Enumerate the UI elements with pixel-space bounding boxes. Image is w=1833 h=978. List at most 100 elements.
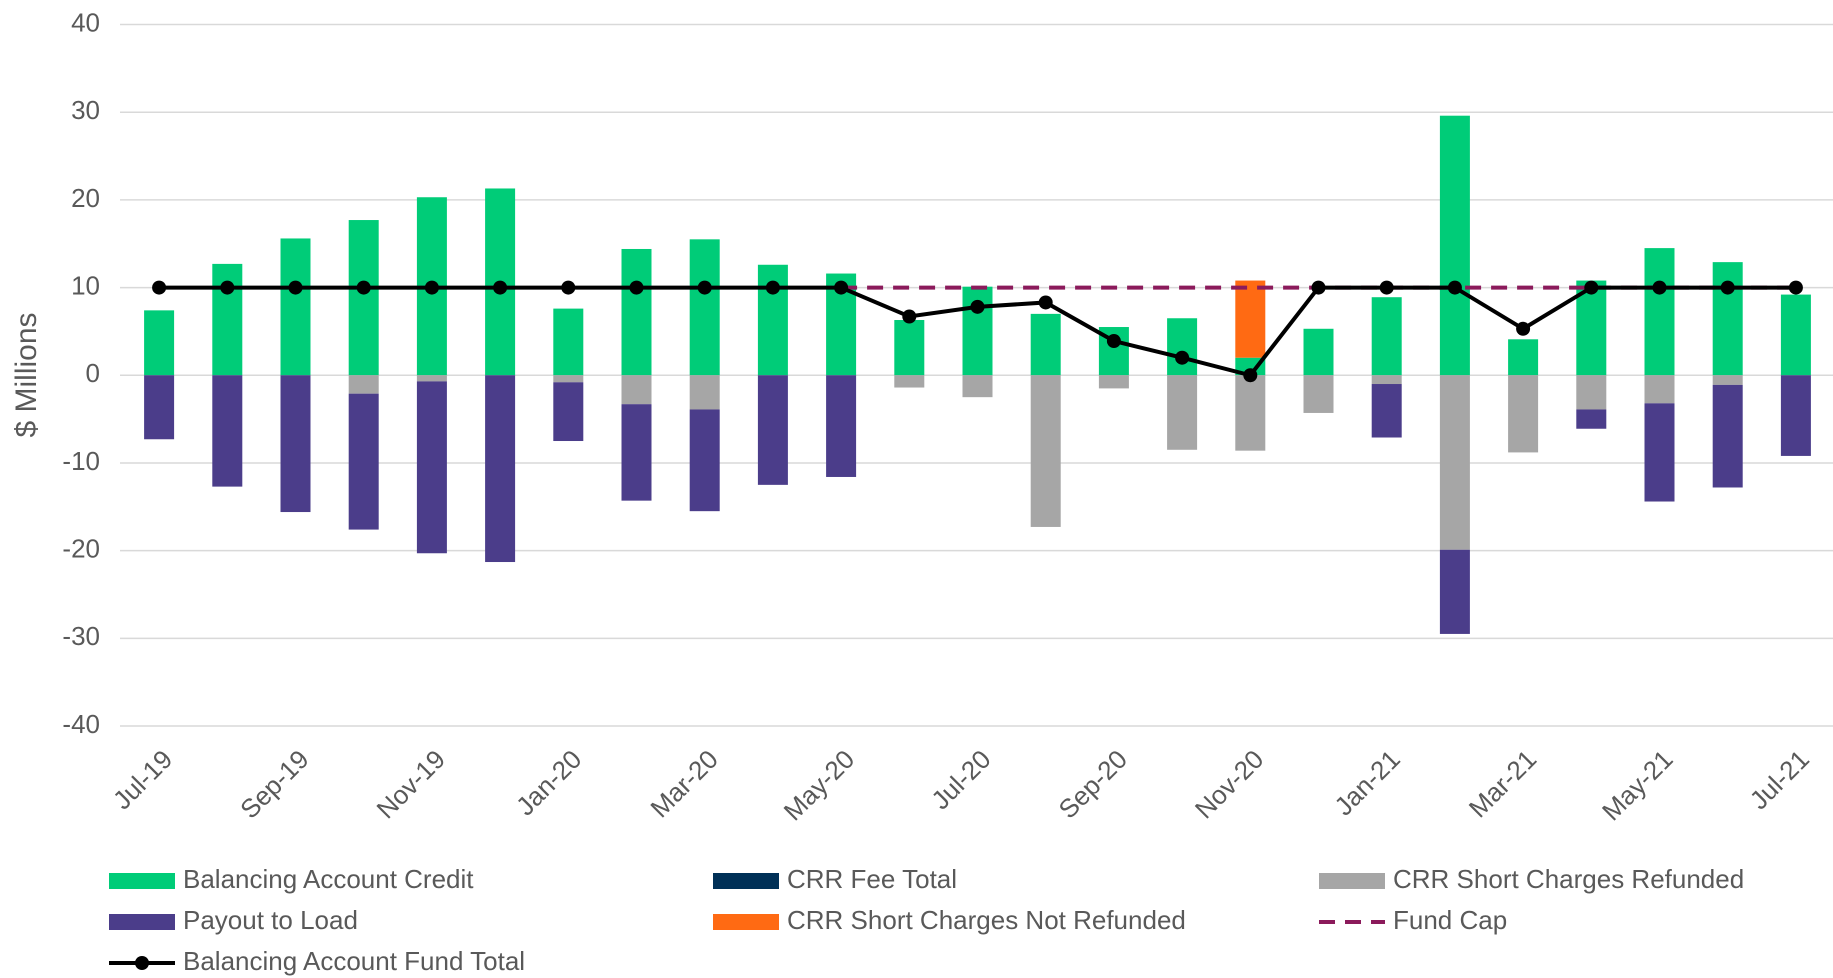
line-marker [1175, 350, 1190, 365]
line-marker [288, 280, 303, 295]
y-tick-label: -30 [62, 621, 100, 651]
y-axis-label: $ Millions [10, 312, 43, 437]
line-marker [1243, 368, 1258, 383]
bar [1439, 549, 1470, 634]
bar [826, 375, 857, 477]
legend-label: CRR Short Charges Not Refunded [787, 905, 1186, 935]
bar [1508, 375, 1539, 453]
bar [485, 375, 516, 563]
line-marker [1379, 280, 1394, 295]
legend-label: Balancing Account Credit [183, 864, 474, 894]
line-marker [970, 299, 985, 314]
bar [1644, 248, 1675, 376]
bar [348, 375, 379, 394]
legend-swatch [713, 914, 779, 930]
bar [1576, 409, 1607, 429]
x-tick-label: Sep-20 [1053, 744, 1133, 824]
x-tick-label: Jul-19 [107, 744, 178, 815]
y-tick-label: -20 [62, 534, 100, 564]
bar [1712, 262, 1743, 376]
line-marker [1447, 280, 1462, 295]
bar [1235, 357, 1266, 376]
bar [144, 310, 175, 376]
line-marker [1106, 334, 1121, 349]
bar [1439, 375, 1470, 550]
bar [1235, 375, 1266, 451]
bar [144, 375, 175, 440]
y-tick-label: 10 [71, 270, 100, 300]
x-tick-label: Jan-21 [1328, 744, 1405, 821]
legend-label: Balancing Account Fund Total [183, 946, 525, 976]
line-marker [1720, 280, 1735, 295]
bar [1576, 375, 1607, 410]
legend-swatch [1319, 873, 1385, 889]
line-marker [697, 280, 712, 295]
legend-label: CRR Short Charges Refunded [1393, 864, 1744, 894]
bar [1098, 375, 1129, 389]
line-marker [1652, 280, 1667, 295]
legend-swatch [109, 873, 175, 889]
line-marker [493, 280, 508, 295]
x-tick-label: Jul-21 [1744, 744, 1815, 815]
legend-label: Fund Cap [1393, 905, 1507, 935]
bar [894, 375, 925, 388]
bar [1576, 280, 1607, 376]
line-marker [902, 309, 917, 324]
bar [1030, 313, 1061, 376]
x-tick-label: Mar-20 [644, 744, 723, 823]
bar [1508, 339, 1539, 376]
bar [1167, 318, 1198, 376]
bar [280, 238, 311, 376]
bar [1167, 375, 1198, 450]
bar [689, 239, 720, 376]
bar [348, 393, 379, 530]
x-tick-label: Nov-19 [371, 744, 451, 824]
x-tick-label: Sep-19 [234, 744, 314, 824]
bar [894, 320, 925, 376]
line-marker [220, 280, 235, 295]
bar [553, 375, 584, 383]
bar [1371, 375, 1402, 385]
bar [1303, 375, 1334, 413]
line-marker [765, 280, 780, 295]
legend-swatch [713, 873, 779, 889]
bar [621, 248, 652, 376]
legend-label: CRR Fee Total [787, 864, 957, 894]
bar [962, 375, 993, 398]
bar [416, 381, 447, 554]
bar [689, 375, 720, 410]
line-marker [834, 280, 849, 295]
bar [280, 375, 311, 513]
bar [1030, 375, 1061, 527]
bar [1371, 384, 1402, 438]
line-marker [424, 280, 439, 295]
bar [416, 375, 447, 382]
bar [212, 375, 243, 487]
line-marker [1584, 280, 1599, 295]
bar [1712, 375, 1743, 385]
y-tick-label: 20 [71, 183, 100, 213]
bar [348, 220, 379, 376]
x-tick-label: Jul-20 [925, 744, 996, 815]
line-marker [1038, 295, 1053, 310]
bar [1712, 384, 1743, 488]
x-tick-label: May-21 [1596, 744, 1679, 827]
line-marker [629, 280, 644, 295]
bar [757, 375, 788, 485]
line-marker [1311, 280, 1326, 295]
line-marker [1788, 280, 1803, 295]
line-marker [356, 280, 371, 295]
y-tick-label: 40 [71, 7, 100, 37]
x-tick-label: Nov-20 [1189, 744, 1269, 824]
bar [621, 375, 652, 405]
bar [1780, 294, 1811, 376]
line-marker [1516, 321, 1531, 336]
bar [553, 308, 584, 376]
bar [1303, 328, 1334, 376]
y-tick-label: -40 [62, 709, 100, 739]
y-tick-label: -10 [62, 446, 100, 476]
bar [1235, 280, 1266, 358]
x-tick-label: Jan-20 [510, 744, 587, 821]
bar [1439, 115, 1470, 376]
bar [1644, 375, 1675, 404]
